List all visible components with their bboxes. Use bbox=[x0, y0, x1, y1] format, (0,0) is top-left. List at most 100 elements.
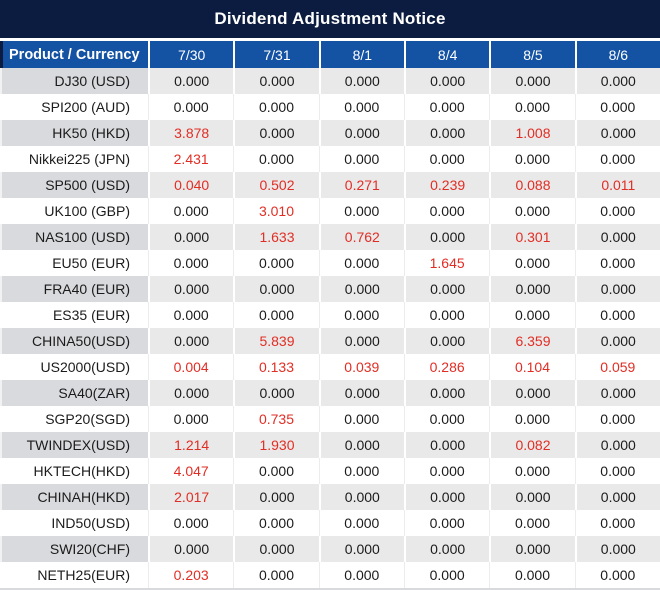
value-cell: 0.000 bbox=[403, 68, 490, 94]
value-cell: 0.000 bbox=[148, 250, 234, 276]
value-cell: 0.000 bbox=[489, 94, 575, 120]
table-row: HK50 (HKD) 3.878 0.000 0.000 0.000 1.008 0.000 bbox=[0, 120, 660, 146]
value-cell: 0.000 bbox=[574, 120, 660, 146]
value-cell: 0.239 bbox=[403, 172, 490, 198]
value-cell: 0.000 bbox=[574, 198, 660, 224]
value-cell: 0.000 bbox=[148, 94, 234, 120]
value-cell: 0.000 bbox=[148, 380, 234, 406]
product-cell: NETH25(EUR) bbox=[0, 562, 148, 588]
product-cell: HKTECH(HKD) bbox=[0, 458, 148, 484]
value-cell: 0.762 bbox=[318, 224, 404, 250]
value-cell: 0.000 bbox=[318, 536, 404, 562]
value-cell: 0.000 bbox=[318, 68, 404, 94]
value-cell: 0.000 bbox=[574, 328, 660, 354]
value-cell: 0.000 bbox=[403, 458, 490, 484]
table-row: HKTECH(HKD) 4.047 0.000 0.000 0.000 0.000 0.00… bbox=[0, 458, 660, 484]
table-row: FRA40 (EUR) 0.000 0.000 0.000 0.000 0.000 0.00… bbox=[0, 276, 660, 302]
value-cell: 0.000 bbox=[318, 432, 404, 458]
value-cell: 0.000 bbox=[318, 328, 404, 354]
product-cell: EU50 (EUR) bbox=[0, 250, 148, 276]
value-cell: 0.000 bbox=[574, 250, 660, 276]
value-cell: 0.059 bbox=[574, 354, 660, 380]
value-cell: 0.203 bbox=[148, 562, 234, 588]
value-cell: 0.000 bbox=[403, 484, 490, 510]
table-row: CHINAH(HKD) 2.017 0.000 0.000 0.000 0.000 0.00… bbox=[0, 484, 660, 510]
value-cell: 0.000 bbox=[233, 458, 319, 484]
table-row: NETH25(EUR) 0.203 0.000 0.000 0.000 0.000 0.00… bbox=[0, 562, 660, 588]
value-cell: 0.000 bbox=[574, 68, 660, 94]
dividend-table: Product / Currency 7/30 7/31 8/1 8/4 8/5 8/6 D… bbox=[0, 41, 660, 588]
value-cell: 0.011 bbox=[574, 172, 660, 198]
value-cell: 0.000 bbox=[233, 276, 319, 302]
value-cell: 0.000 bbox=[148, 276, 234, 302]
value-cell: 0.133 bbox=[233, 354, 319, 380]
value-cell: 3.878 bbox=[148, 120, 234, 146]
product-cell: TWINDEX(USD) bbox=[0, 432, 148, 458]
value-cell: 0.000 bbox=[233, 68, 319, 94]
value-cell: 0.000 bbox=[489, 406, 575, 432]
value-cell: 0.000 bbox=[574, 380, 660, 406]
value-cell: 0.000 bbox=[489, 68, 575, 94]
value-cell: 0.000 bbox=[318, 276, 404, 302]
product-cell: FRA40 (EUR) bbox=[0, 276, 148, 302]
value-cell: 0.000 bbox=[233, 146, 319, 172]
value-cell: 0.000 bbox=[403, 328, 490, 354]
value-cell: 0.000 bbox=[489, 458, 575, 484]
table-row: SP500 (USD) 0.040 0.502 0.271 0.239 0.088 0.01… bbox=[0, 172, 660, 198]
value-cell: 6.359 bbox=[489, 328, 575, 354]
value-cell: 0.000 bbox=[233, 120, 319, 146]
table-row: UK100 (GBP) 0.000 3.010 0.000 0.000 0.000 0.00… bbox=[0, 198, 660, 224]
value-cell: 1.008 bbox=[489, 120, 575, 146]
column-header-date: 8/5 bbox=[489, 41, 575, 68]
value-cell: 0.000 bbox=[574, 432, 660, 458]
table-row: SWI20(CHF) 0.000 0.000 0.000 0.000 0.000 0.000 bbox=[0, 536, 660, 562]
value-cell: 0.000 bbox=[489, 536, 575, 562]
value-cell: 0.000 bbox=[489, 562, 575, 588]
value-cell: 0.104 bbox=[489, 354, 575, 380]
table-row: EU50 (EUR) 0.000 0.000 0.000 1.645 0.000 0.000 bbox=[0, 250, 660, 276]
value-cell: 0.000 bbox=[318, 302, 404, 328]
value-cell: 0.000 bbox=[574, 224, 660, 250]
value-cell: 0.000 bbox=[318, 380, 404, 406]
divider bbox=[0, 38, 660, 41]
value-cell: 0.000 bbox=[489, 380, 575, 406]
column-header-date: 8/6 bbox=[574, 41, 660, 68]
product-cell: HK50 (HKD) bbox=[0, 120, 148, 146]
value-cell: 0.000 bbox=[318, 406, 404, 432]
value-cell: 0.000 bbox=[233, 510, 319, 536]
value-cell: 2.431 bbox=[148, 146, 234, 172]
value-cell: 1.930 bbox=[233, 432, 319, 458]
value-cell: 0.000 bbox=[403, 510, 490, 536]
value-cell: 0.000 bbox=[148, 536, 234, 562]
value-cell: 0.000 bbox=[403, 276, 490, 302]
value-cell: 0.000 bbox=[574, 484, 660, 510]
value-cell: 0.000 bbox=[148, 328, 234, 354]
value-cell: 0.000 bbox=[574, 406, 660, 432]
value-cell: 0.000 bbox=[489, 198, 575, 224]
value-cell: 0.088 bbox=[489, 172, 575, 198]
value-cell: 0.000 bbox=[489, 510, 575, 536]
value-cell: 0.000 bbox=[574, 146, 660, 172]
product-cell: SP500 (USD) bbox=[0, 172, 148, 198]
table-body: DJ30 (USD) 0.000 0.000 0.000 0.000 0.000 0.000… bbox=[0, 68, 660, 588]
product-cell: CHINAH(HKD) bbox=[0, 484, 148, 510]
value-cell: 0.000 bbox=[318, 458, 404, 484]
value-cell: 0.000 bbox=[403, 432, 490, 458]
value-cell: 0.000 bbox=[574, 458, 660, 484]
value-cell: 0.301 bbox=[489, 224, 575, 250]
value-cell: 0.000 bbox=[318, 120, 404, 146]
value-cell: 0.000 bbox=[574, 510, 660, 536]
table-header-row: Product / Currency 7/30 7/31 8/1 8/4 8/5 8/6 bbox=[0, 41, 660, 68]
value-cell: 0.000 bbox=[233, 380, 319, 406]
value-cell: 0.000 bbox=[574, 276, 660, 302]
product-cell: SA40(ZAR) bbox=[0, 380, 148, 406]
value-cell: 0.000 bbox=[318, 562, 404, 588]
value-cell: 0.000 bbox=[403, 302, 490, 328]
product-cell: DJ30 (USD) bbox=[0, 68, 148, 94]
value-cell: 0.000 bbox=[489, 250, 575, 276]
column-header-date: 7/31 bbox=[233, 41, 319, 68]
value-cell: 0.000 bbox=[403, 380, 490, 406]
value-cell: 0.000 bbox=[403, 536, 490, 562]
value-cell: 0.000 bbox=[318, 146, 404, 172]
